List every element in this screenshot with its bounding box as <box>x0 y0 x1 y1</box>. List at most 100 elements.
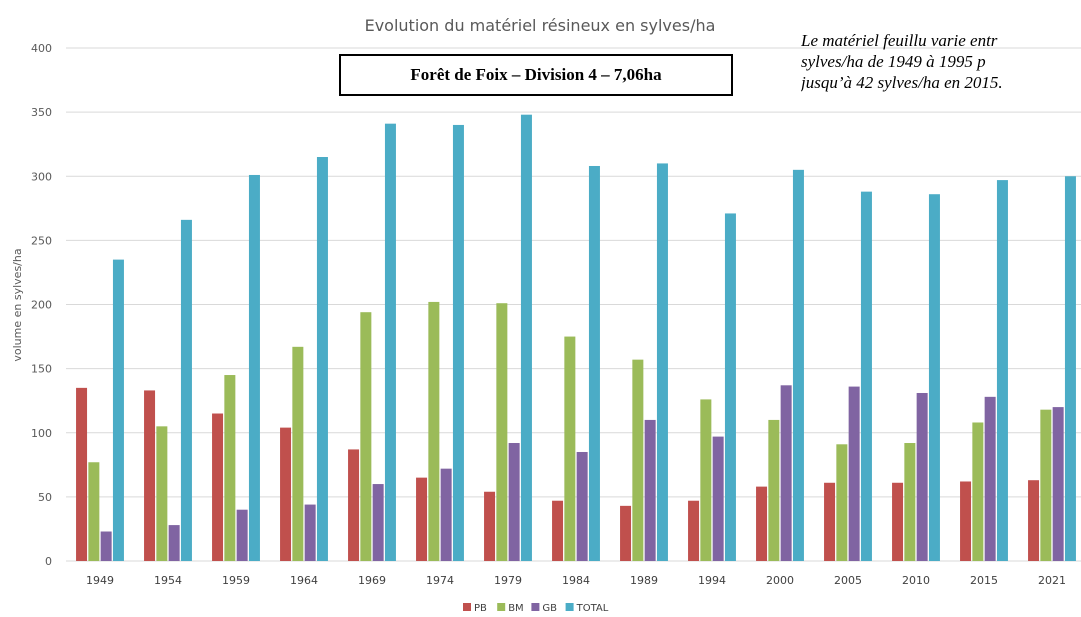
bar-gb-1974 <box>441 469 452 561</box>
bar-total-1979 <box>521 115 532 561</box>
side-note-line-1: Le matériel feuillu varie entr <box>801 30 1081 51</box>
legend-swatch-gb <box>531 603 539 611</box>
bar-bm-2015 <box>972 422 983 561</box>
x-tick-label: 1959 <box>222 574 250 587</box>
bar-total-1969 <box>385 124 396 561</box>
bar-gb-1979 <box>509 443 520 561</box>
x-tick-label: 1989 <box>630 574 658 587</box>
bar-bm-2005 <box>836 444 847 561</box>
bar-gb-1969 <box>373 484 384 561</box>
bar-gb-1994 <box>713 437 724 561</box>
bar-total-2015 <box>997 180 1008 561</box>
y-tick-label: 150 <box>31 363 52 376</box>
bar-pb-1984 <box>552 501 563 561</box>
x-tick-label: 2015 <box>970 574 998 587</box>
side-note-line-2: sylves/ha de 1949 à 1995 p <box>801 51 1081 72</box>
bar-total-1989 <box>657 163 668 561</box>
bar-pb-2005 <box>824 483 835 561</box>
bar-gb-2005 <box>849 387 860 561</box>
x-tick-label: 1994 <box>698 574 726 587</box>
bar-gb-2015 <box>985 397 996 561</box>
bar-bm-2010 <box>904 443 915 561</box>
side-note-line-3: jusqu’à 42 sylves/ha en 2015. <box>801 72 1081 93</box>
bar-pb-1979 <box>484 492 495 561</box>
bar-bm-1984 <box>564 337 575 561</box>
x-tick-label: 1979 <box>494 574 522 587</box>
y-tick-label: 350 <box>31 106 52 119</box>
bar-pb-1989 <box>620 506 631 561</box>
legend-swatch-bm <box>497 603 505 611</box>
y-tick-labels: 0 50 100 150 200 250 300 350 400 <box>31 42 52 568</box>
bar-total-2021 <box>1065 176 1076 561</box>
bar-bm-2000 <box>768 420 779 561</box>
subtitle-box: Forêt de Foix – Division 4 – 7,06ha <box>339 54 733 96</box>
bar-gb-1949 <box>101 532 112 561</box>
bar-bm-2021 <box>1040 410 1051 561</box>
legend-label-pb: PB <box>474 603 487 614</box>
bar-pb-2010 <box>892 483 903 561</box>
bar-pb-1964 <box>280 428 291 561</box>
bar-pb-1969 <box>348 449 359 561</box>
bar-total-2005 <box>861 192 872 561</box>
x-tick-label: 1984 <box>562 574 590 587</box>
bar-total-1949 <box>113 260 124 561</box>
bar-bm-1994 <box>700 399 711 561</box>
bar-gb-1959 <box>237 510 248 561</box>
bar-total-2000 <box>793 170 804 561</box>
bar-pb-1974 <box>416 478 427 561</box>
y-tick-label: 400 <box>31 42 52 55</box>
y-tick-label: 300 <box>31 170 52 183</box>
bar-pb-1994 <box>688 501 699 561</box>
chart-title: Evolution du matériel résineux en sylves… <box>300 16 780 35</box>
side-note: Le matériel feuillu varie entr sylves/ha… <box>801 30 1081 93</box>
legend: PB BM GB TOTAL <box>463 603 609 614</box>
x-tick-label: 2000 <box>766 574 794 587</box>
legend-label-gb: GB <box>542 603 557 614</box>
bar-pb-1954 <box>144 390 155 561</box>
bar-pb-2000 <box>756 487 767 561</box>
bar-bm-1949 <box>88 462 99 561</box>
bar-total-1994 <box>725 213 736 561</box>
bar-bm-1954 <box>156 426 167 561</box>
bar-pb-1959 <box>212 414 223 561</box>
bar-total-1984 <box>589 166 600 561</box>
bar-gb-2000 <box>781 385 792 561</box>
bar-gb-2021 <box>1053 407 1064 561</box>
x-tick-label: 2005 <box>834 574 862 587</box>
x-tick-label: 1974 <box>426 574 454 587</box>
y-tick-label: 250 <box>31 234 52 247</box>
bar-bm-1979 <box>496 303 507 561</box>
bar-bm-1974 <box>428 302 439 561</box>
y-tick-label: 50 <box>38 491 52 504</box>
bar-gb-1954 <box>169 525 180 561</box>
bar-bm-1969 <box>360 312 371 561</box>
bar-gb-2010 <box>917 393 928 561</box>
x-tick-labels: 1949 1954 1959 1964 1969 1974 1979 1984 1989 1994… <box>86 574 1066 587</box>
legend-label-bm: BM <box>508 603 524 614</box>
bar-total-1974 <box>453 125 464 561</box>
x-tick-label: 1949 <box>86 574 114 587</box>
legend-swatch-total <box>566 603 574 611</box>
legend-swatch-pb <box>463 603 471 611</box>
bar-bm-1959 <box>224 375 235 561</box>
bar-pb-2021 <box>1028 480 1039 561</box>
x-tick-label: 2010 <box>902 574 930 587</box>
bar-total-1964 <box>317 157 328 561</box>
legend-label-total: TOTAL <box>576 603 609 614</box>
bar-total-1954 <box>181 220 192 561</box>
bar-total-2010 <box>929 194 940 561</box>
bar-bm-1989 <box>632 360 643 561</box>
bars <box>76 115 1076 561</box>
bar-pb-2015 <box>960 481 971 561</box>
x-tick-label: 2021 <box>1038 574 1066 587</box>
bar-gb-1989 <box>645 420 656 561</box>
x-tick-label: 1969 <box>358 574 386 587</box>
x-tick-label: 1954 <box>154 574 182 587</box>
y-tick-label: 200 <box>31 299 52 312</box>
bar-total-1959 <box>249 175 260 561</box>
bar-bm-1964 <box>292 347 303 561</box>
y-axis-label: volume en sylves/ha <box>11 248 24 361</box>
x-tick-label: 1964 <box>290 574 318 587</box>
y-tick-label: 0 <box>45 555 52 568</box>
bar-gb-1984 <box>577 452 588 561</box>
